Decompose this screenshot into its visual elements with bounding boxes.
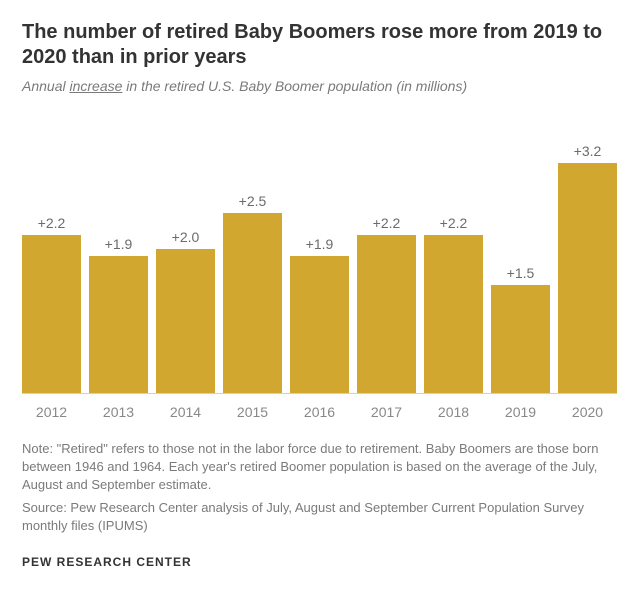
bar: [22, 235, 81, 393]
chart-source: Source: Pew Research Center analysis of …: [22, 499, 617, 535]
bar-value-label: +1.5: [507, 265, 535, 281]
x-tick: 2018: [424, 398, 483, 420]
x-tick: 2012: [22, 398, 81, 420]
chart-area: +2.2 +1.9 +2.0 +2.5 +1.9 +2.2 +2.2 +1.5 +3.2: [22, 134, 617, 394]
bar-wrap: +2.0: [156, 134, 215, 393]
bar-wrap: +1.9: [89, 134, 148, 393]
chart-subtitle: Annual increase in the retired U.S. Baby…: [22, 78, 617, 94]
subtitle-suffix: in the retired U.S. Baby Boomer populati…: [122, 78, 467, 94]
bar: [290, 256, 349, 393]
x-tick: 2019: [491, 398, 550, 420]
bar-value-label: +2.0: [172, 229, 200, 245]
x-tick: 2015: [223, 398, 282, 420]
bar-wrap: +2.2: [22, 134, 81, 393]
x-tick: 2020: [558, 398, 617, 420]
bar-wrap: +1.9: [290, 134, 349, 393]
bar-value-label: +2.2: [38, 215, 66, 231]
bar-wrap: +2.2: [424, 134, 483, 393]
bar-value-label: +1.9: [105, 236, 133, 252]
bar-value-label: +3.2: [574, 143, 602, 159]
bar: [424, 235, 483, 393]
bar-wrap: +1.5: [491, 134, 550, 393]
x-tick: 2014: [156, 398, 215, 420]
bar: [89, 256, 148, 393]
bar-wrap: +2.2: [357, 134, 416, 393]
x-tick: 2013: [89, 398, 148, 420]
bar-wrap: +3.2: [558, 134, 617, 393]
bar: [357, 235, 416, 393]
bar-wrap: +2.5: [223, 134, 282, 393]
subtitle-underline: increase: [69, 78, 122, 94]
bar: [491, 285, 550, 393]
subtitle-prefix: Annual: [22, 78, 69, 94]
footer-attribution: PEW RESEARCH CENTER: [22, 555, 617, 569]
bar-value-label: +1.9: [306, 236, 334, 252]
bar: [223, 213, 282, 393]
bar-value-label: +2.2: [440, 215, 468, 231]
chart-title: The number of retired Baby Boomers rose …: [22, 20, 617, 70]
x-tick: 2016: [290, 398, 349, 420]
x-axis: 2012 2013 2014 2015 2016 2017 2018 2019 2020: [22, 398, 617, 420]
bar: [156, 249, 215, 393]
bar-value-label: +2.2: [373, 215, 401, 231]
x-tick: 2017: [357, 398, 416, 420]
bar-value-label: +2.5: [239, 193, 267, 209]
chart-note: Note: "Retired" refers to those not in t…: [22, 440, 617, 495]
bar: [558, 163, 617, 393]
bars-container: +2.2 +1.9 +2.0 +2.5 +1.9 +2.2 +2.2 +1.5 +3.2: [22, 134, 617, 394]
